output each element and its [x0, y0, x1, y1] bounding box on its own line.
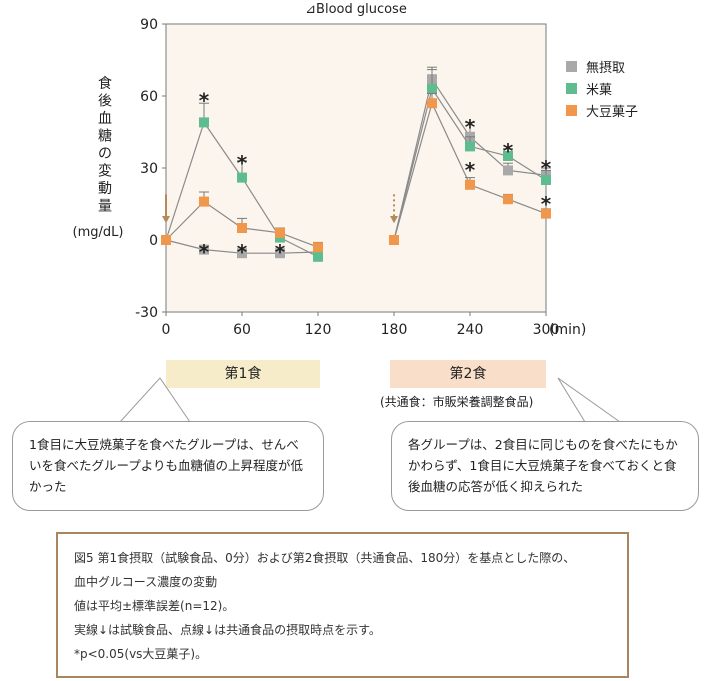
data-point: [389, 235, 399, 245]
data-point: [503, 151, 513, 161]
data-point: [313, 242, 323, 253]
significance-marker: *: [199, 89, 210, 113]
right-callout: 各グループは、2食目に同じものを食べたにもかかわらず、1食目に大豆焼菓子を食べて…: [391, 421, 699, 511]
caption-line-4: 実線↓は試験食品、点線↓は共通食品の摂取時点を示す。: [74, 623, 381, 637]
legend-label: 大豆菓子: [586, 105, 638, 120]
data-point: [503, 194, 513, 205]
y-unit-label: (mg/dL): [73, 225, 124, 240]
y-tick-label: 60: [140, 89, 158, 105]
caption-line-5: *p<0.05(vs大豆菓子)。: [74, 647, 208, 661]
data-point: [541, 208, 551, 219]
first-meal-label: 第1食: [166, 360, 320, 388]
data-point: [199, 117, 209, 128]
data-point: [199, 196, 209, 207]
callout-pointers: [119, 377, 621, 423]
x-tick-label: 300: [533, 322, 560, 338]
y-tick-label: -30: [135, 305, 158, 321]
caption-line-1: 図5 第1食摂取（試験食品、0分）および第2食摂取（共通食品、180分）を基点と…: [74, 551, 576, 565]
significance-marker: *: [237, 240, 248, 264]
significance-marker: *: [541, 192, 552, 216]
x-tick-label: 0: [162, 322, 171, 338]
figure-caption: 図5 第1食摂取（試験食品、0分）および第2食摂取（共通食品、180分）を基点と…: [56, 532, 629, 678]
legend-label: 無摂取: [586, 60, 625, 76]
x-tick-label: 60: [233, 322, 251, 338]
data-point: [237, 223, 247, 233]
x-tick-label: 180: [381, 322, 408, 338]
intake-arrowhead-2: [390, 216, 398, 224]
y-tick-label: 30: [140, 161, 158, 177]
significance-marker: *: [465, 158, 476, 182]
data-point: [275, 248, 285, 259]
data-point: [465, 141, 475, 152]
intake-arrowhead-1: [162, 216, 170, 224]
significance-marker: *: [275, 240, 286, 264]
data-point: [503, 165, 513, 176]
caption-line-3: 値は平均±標準誤差(n=12)。: [74, 599, 235, 613]
x-tick-label: 120: [305, 322, 332, 338]
data-point: [237, 172, 247, 183]
legend-swatch: [566, 105, 577, 116]
chart-title: ⊿Blood glucose: [305, 2, 407, 17]
second-meal-label: 第2食: [390, 360, 546, 388]
x-unit-label: (min): [549, 322, 586, 338]
left-callout: 1食目に大豆焼菓子を食べたグループは、せんべいを食べたグループよりも血糖値の上昇…: [12, 421, 324, 511]
legend-swatch: [566, 83, 577, 94]
x-tick-label: 240: [457, 322, 484, 338]
data-point: [199, 244, 209, 255]
right-callout-pointer: [557, 377, 621, 423]
second-meal-note: (共通食：市販栄養調整食品): [380, 395, 534, 409]
data-point: [275, 227, 285, 238]
caption-line-2: 血中グルコース濃度の変動: [74, 575, 218, 589]
y-tick-label: 90: [140, 17, 158, 33]
legend-label: 米菓: [586, 83, 612, 98]
significance-marker: *: [541, 156, 552, 180]
data-point: [237, 248, 247, 259]
data-point: [541, 175, 551, 185]
data-point: [427, 98, 437, 109]
significance-marker: *: [237, 151, 248, 175]
left-callout-pointer: [119, 377, 191, 423]
legend-swatch: [566, 61, 577, 72]
significance-marker: *: [465, 115, 476, 139]
data-point: [161, 235, 171, 245]
y-tick-label: 0: [149, 233, 158, 249]
data-point: [427, 83, 437, 94]
y-axis-label: 食後血糖の変動量: [98, 75, 112, 215]
significance-marker: *: [503, 139, 514, 163]
data-point: [313, 251, 323, 262]
plot-area: [165, 23, 547, 313]
data-point: [465, 179, 475, 190]
significance-marker: *: [199, 240, 210, 264]
